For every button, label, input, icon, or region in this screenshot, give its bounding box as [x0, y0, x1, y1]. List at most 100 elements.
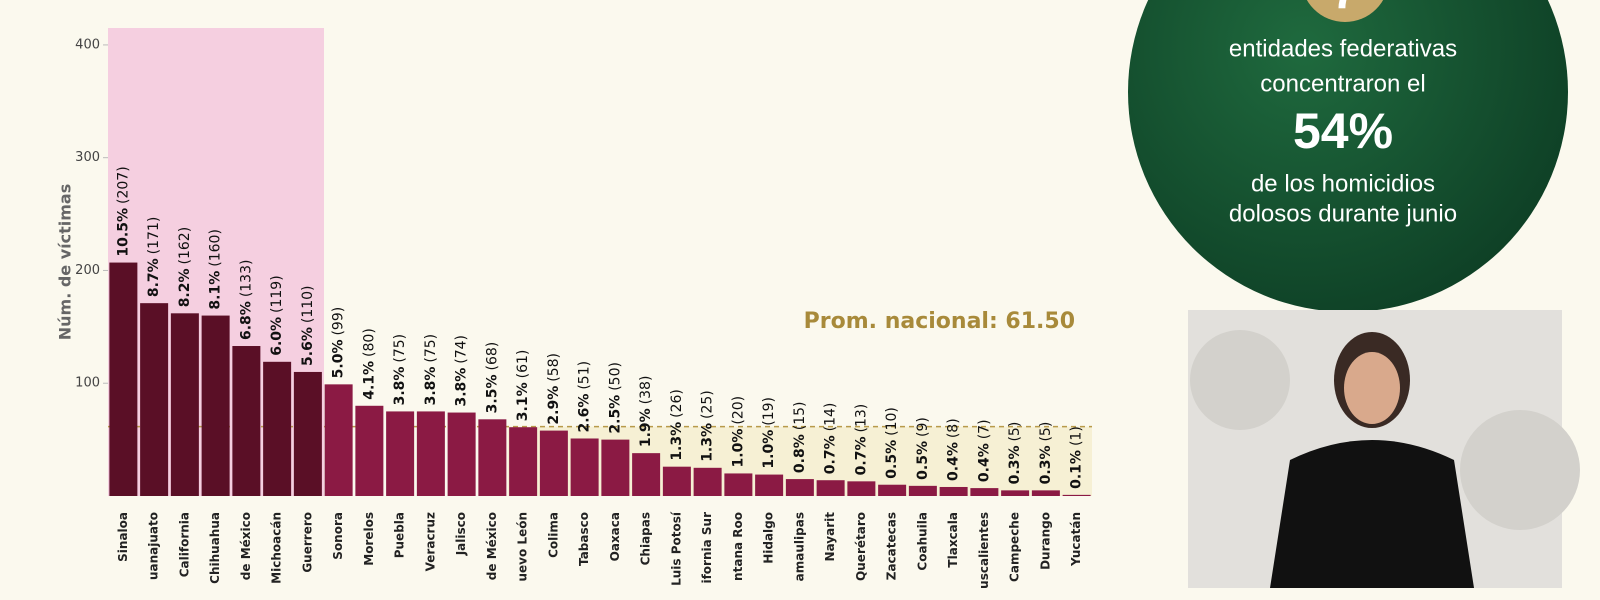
share-label: 0.7% [823, 435, 839, 474]
bar [386, 411, 415, 496]
value-label: 2.5% (50) [607, 362, 623, 434]
count-label: (119) [269, 275, 285, 313]
share-label: 0.5% [884, 440, 900, 479]
count-label: (160) [208, 229, 224, 267]
badge-number: 7 [1332, 0, 1359, 20]
x-tick-label: Colima [546, 512, 560, 558]
value-label: 6.8% (133) [238, 260, 254, 340]
count-label: (15) [792, 402, 808, 431]
panel-text: concentraron el [1260, 70, 1425, 97]
count-label: (75) [423, 334, 439, 363]
bar [293, 371, 322, 496]
count-label: (26) [669, 389, 685, 418]
video-pattern [1460, 410, 1580, 530]
count-label: (99) [331, 307, 347, 336]
bar [416, 411, 445, 496]
value-label: 0.4% (8) [946, 418, 962, 481]
x-tick-label: Nayarit [823, 512, 837, 562]
count-label: (5) [1007, 422, 1023, 442]
x-tick-label: Morelos [362, 512, 376, 566]
panel-text: entidades federativas [1229, 35, 1457, 62]
share-label: 3.8% [454, 368, 470, 407]
count-label: (25) [700, 390, 716, 419]
count-label: (162) [177, 227, 193, 265]
count-label: (61) [515, 350, 531, 379]
x-tick-label: ntana Roo [731, 512, 745, 581]
count-label: (133) [238, 260, 254, 298]
value-label: 3.8% (75) [392, 334, 408, 406]
value-label: 2.6% (51) [577, 361, 593, 433]
value-label: 3.5% (68) [484, 342, 500, 414]
bar [785, 479, 814, 496]
x-tick-label: California [177, 512, 191, 577]
x-tick-label: Jalisco [454, 512, 468, 556]
bar [601, 439, 630, 496]
count-label: (38) [638, 376, 654, 405]
x-tick-label: de México [239, 512, 253, 580]
x-tick-label: Querétaro [854, 512, 868, 581]
share-label: 3.1% [515, 382, 531, 421]
value-label: 3.8% (75) [423, 334, 439, 406]
bar [755, 474, 784, 496]
x-tick-label: Chiapas [639, 512, 653, 565]
count-label: (68) [484, 342, 500, 371]
value-label: 3.8% (74) [454, 335, 470, 407]
x-tick-label: Hidalgo [762, 512, 776, 564]
x-tick-label: ifornia Sur [700, 512, 714, 584]
value-label: 0.8% (15) [792, 402, 808, 474]
share-label: 8.7% [146, 258, 162, 297]
bar [662, 466, 691, 496]
bar [478, 419, 507, 496]
bar [1031, 490, 1060, 496]
y-tick-label: 100 [75, 376, 100, 391]
value-label: 0.5% (10) [884, 407, 900, 479]
share-label: 0.3% [1038, 446, 1054, 485]
x-tick-label: Oaxaca [608, 512, 622, 561]
x-tick-label: Sonora [331, 512, 345, 560]
share-label: 8.2% [177, 268, 193, 307]
bar [355, 405, 384, 496]
share-label: 6.8% [238, 301, 254, 340]
info-circle [1128, 0, 1568, 312]
share-label: 8.1% [208, 271, 224, 310]
right-panel: 7 entidades federativas concentraron el … [1128, 0, 1568, 312]
panel-text: dolosos durante junio [1229, 200, 1457, 227]
panel-text: de los homicidios [1251, 170, 1435, 197]
count-label: (1) [1069, 426, 1085, 446]
count-label: (9) [915, 417, 931, 437]
x-tick-label: Sinaloa [116, 512, 130, 562]
share-label: 1.3% [700, 423, 716, 462]
bar [232, 346, 261, 496]
share-label: 6.0% [269, 317, 285, 356]
share-label: 2.9% [546, 386, 562, 425]
count-label: (110) [300, 285, 316, 323]
x-tick-label: Veracruz [423, 512, 437, 571]
value-label: 4.1% (80) [361, 328, 377, 400]
share-label: 2.6% [577, 394, 593, 433]
value-label: 0.3% (5) [1038, 422, 1054, 485]
badge [1306, 0, 1384, 22]
share-label: 0.3% [1007, 446, 1023, 485]
value-label: 3.1% (61) [515, 350, 531, 422]
y-tick-label: 400 [75, 37, 100, 52]
value-label: 5.6% (110) [300, 285, 316, 365]
x-tick-label: uevo León [516, 512, 530, 582]
panel-figure: 54% [1293, 103, 1393, 159]
count-label: (20) [730, 396, 746, 425]
share-label: 3.5% [484, 374, 500, 413]
bar [847, 481, 876, 496]
bar [324, 384, 353, 496]
value-label: 5.0% (99) [331, 307, 347, 379]
count-label: (5) [1038, 422, 1054, 442]
video-pattern [1190, 330, 1290, 430]
bar [170, 313, 199, 496]
bar [570, 438, 599, 496]
x-tick-label: Zacatecas [885, 512, 899, 580]
value-label: 0.5% (9) [915, 417, 931, 480]
share-label: 5.6% [300, 327, 316, 366]
count-label: (207) [115, 166, 131, 204]
share-label: 0.4% [946, 442, 962, 481]
value-label: 0.4% (7) [976, 419, 992, 482]
count-label: (8) [946, 418, 962, 438]
x-tick-label: uscalientes [977, 512, 991, 589]
